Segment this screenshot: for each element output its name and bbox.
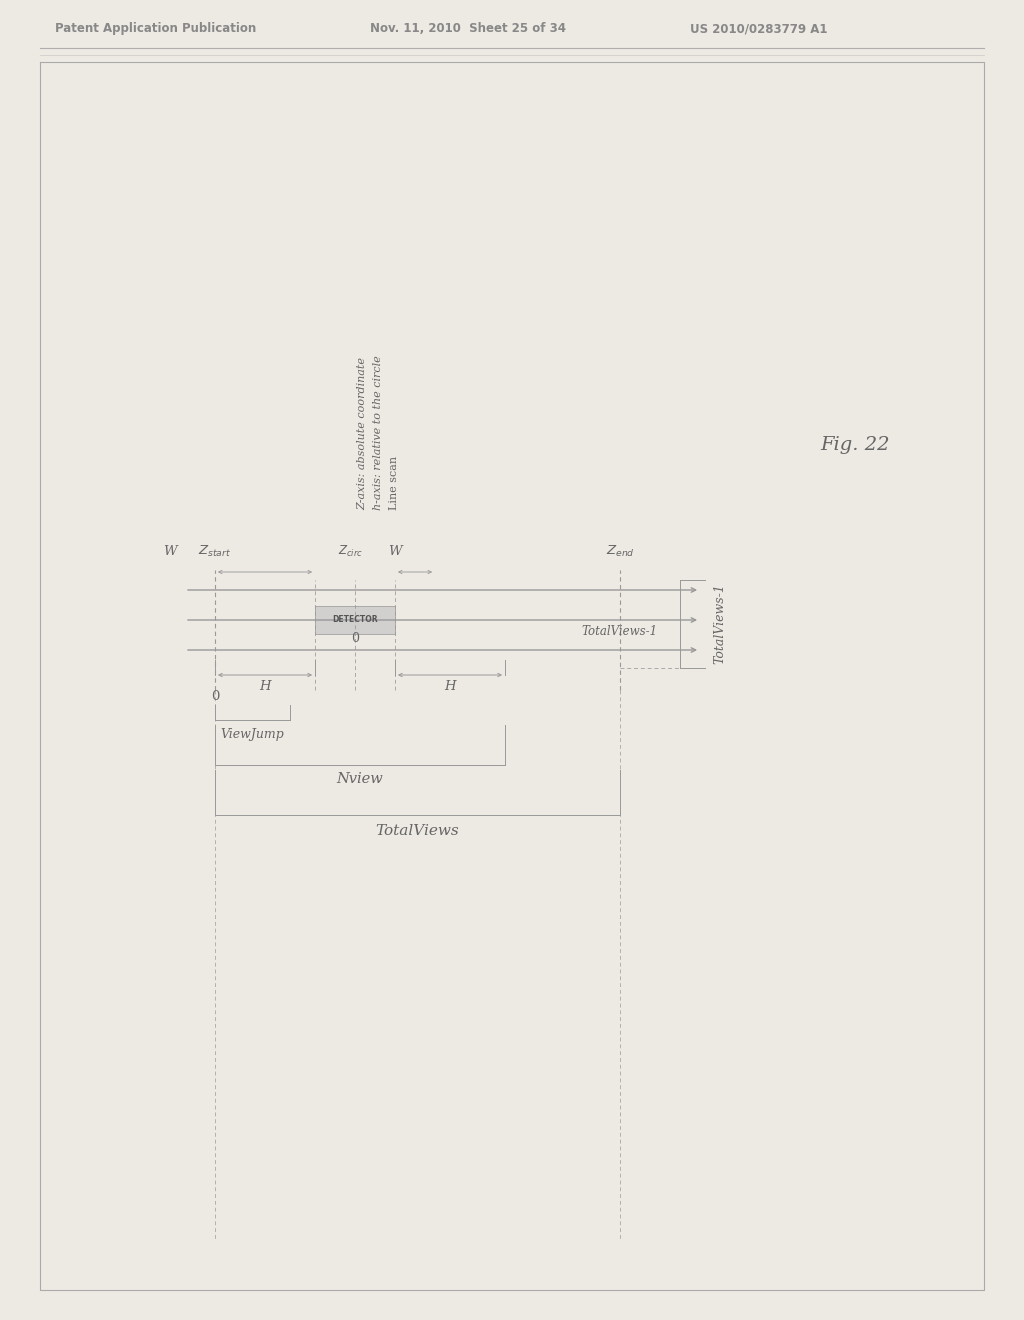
- Text: TotalViews: TotalViews: [376, 824, 460, 838]
- Text: H: H: [259, 680, 270, 693]
- Text: TotalViews-1: TotalViews-1: [714, 583, 726, 664]
- Text: TotalViews-1: TotalViews-1: [582, 624, 658, 638]
- Text: 0: 0: [351, 632, 359, 645]
- Text: W: W: [388, 545, 401, 558]
- Bar: [315, 606, 395, 634]
- Text: Patent Application Publication: Patent Application Publication: [55, 22, 256, 36]
- Text: $Z_{circ}$: $Z_{circ}$: [338, 544, 362, 560]
- Text: DETECTOR: DETECTOR: [332, 615, 378, 624]
- Text: H: H: [444, 680, 456, 693]
- Text: Fig. 22: Fig. 22: [820, 436, 890, 454]
- Text: h-axis: relative to the circle: h-axis: relative to the circle: [373, 355, 383, 510]
- Text: Z-axis: absolute coordinate: Z-axis: absolute coordinate: [357, 356, 367, 510]
- Text: US 2010/0283779 A1: US 2010/0283779 A1: [690, 22, 827, 36]
- Text: 0: 0: [211, 690, 219, 704]
- Text: ViewJump: ViewJump: [220, 729, 285, 741]
- Text: Line scan: Line scan: [389, 455, 399, 510]
- Text: Nview: Nview: [337, 772, 383, 785]
- Text: W: W: [163, 545, 177, 558]
- Text: $Z_{end}$: $Z_{end}$: [605, 544, 635, 560]
- Text: $Z_{start}$: $Z_{start}$: [199, 544, 231, 560]
- Text: Nov. 11, 2010  Sheet 25 of 34: Nov. 11, 2010 Sheet 25 of 34: [370, 22, 566, 36]
